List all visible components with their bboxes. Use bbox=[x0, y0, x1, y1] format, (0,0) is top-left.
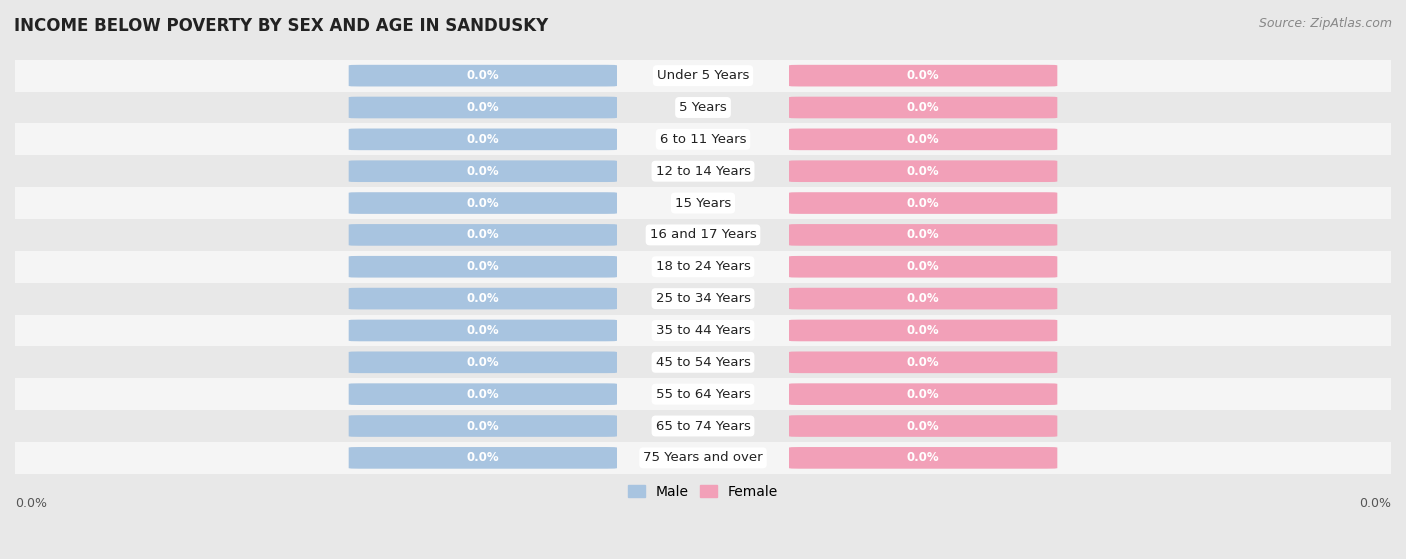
Text: 0.0%: 0.0% bbox=[907, 356, 939, 369]
Text: 0.0%: 0.0% bbox=[467, 260, 499, 273]
FancyBboxPatch shape bbox=[349, 97, 617, 119]
Text: 0.0%: 0.0% bbox=[467, 133, 499, 146]
Text: 5 Years: 5 Years bbox=[679, 101, 727, 114]
Text: 0.0%: 0.0% bbox=[907, 133, 939, 146]
FancyBboxPatch shape bbox=[789, 415, 1057, 437]
Text: 75 Years and over: 75 Years and over bbox=[643, 451, 763, 465]
FancyBboxPatch shape bbox=[349, 447, 617, 468]
FancyBboxPatch shape bbox=[789, 447, 1057, 468]
Text: 0.0%: 0.0% bbox=[907, 324, 939, 337]
FancyBboxPatch shape bbox=[789, 129, 1057, 150]
FancyBboxPatch shape bbox=[349, 352, 617, 373]
FancyBboxPatch shape bbox=[349, 65, 617, 87]
Text: 0.0%: 0.0% bbox=[907, 101, 939, 114]
FancyBboxPatch shape bbox=[789, 160, 1057, 182]
FancyBboxPatch shape bbox=[349, 256, 617, 278]
Bar bbox=[15, 315, 1391, 347]
Text: 45 to 54 Years: 45 to 54 Years bbox=[655, 356, 751, 369]
Text: 0.0%: 0.0% bbox=[907, 69, 939, 82]
Text: 18 to 24 Years: 18 to 24 Years bbox=[655, 260, 751, 273]
Bar bbox=[15, 347, 1391, 378]
Text: 0.0%: 0.0% bbox=[907, 197, 939, 210]
FancyBboxPatch shape bbox=[789, 65, 1057, 87]
Bar bbox=[15, 124, 1391, 155]
Text: 65 to 74 Years: 65 to 74 Years bbox=[655, 419, 751, 433]
Text: 0.0%: 0.0% bbox=[907, 292, 939, 305]
Text: INCOME BELOW POVERTY BY SEX AND AGE IN SANDUSKY: INCOME BELOW POVERTY BY SEX AND AGE IN S… bbox=[14, 17, 548, 35]
Bar bbox=[15, 410, 1391, 442]
Text: 0.0%: 0.0% bbox=[907, 229, 939, 241]
Text: 0.0%: 0.0% bbox=[467, 451, 499, 465]
FancyBboxPatch shape bbox=[349, 129, 617, 150]
FancyBboxPatch shape bbox=[349, 383, 617, 405]
Bar bbox=[15, 283, 1391, 315]
Text: 0.0%: 0.0% bbox=[907, 419, 939, 433]
Text: 6 to 11 Years: 6 to 11 Years bbox=[659, 133, 747, 146]
Text: 0.0%: 0.0% bbox=[15, 496, 46, 510]
Bar bbox=[15, 251, 1391, 283]
Text: 0.0%: 0.0% bbox=[467, 165, 499, 178]
Bar bbox=[15, 442, 1391, 474]
FancyBboxPatch shape bbox=[789, 256, 1057, 278]
FancyBboxPatch shape bbox=[789, 320, 1057, 342]
Text: 0.0%: 0.0% bbox=[907, 451, 939, 465]
Text: 0.0%: 0.0% bbox=[467, 69, 499, 82]
Text: 16 and 17 Years: 16 and 17 Years bbox=[650, 229, 756, 241]
Text: 0.0%: 0.0% bbox=[467, 356, 499, 369]
Text: 0.0%: 0.0% bbox=[467, 101, 499, 114]
Bar bbox=[15, 92, 1391, 124]
Text: 0.0%: 0.0% bbox=[907, 165, 939, 178]
Text: 25 to 34 Years: 25 to 34 Years bbox=[655, 292, 751, 305]
Bar bbox=[15, 155, 1391, 187]
FancyBboxPatch shape bbox=[349, 320, 617, 342]
Text: 15 Years: 15 Years bbox=[675, 197, 731, 210]
Text: 0.0%: 0.0% bbox=[467, 197, 499, 210]
Bar bbox=[15, 219, 1391, 251]
Text: 55 to 64 Years: 55 to 64 Years bbox=[655, 387, 751, 401]
FancyBboxPatch shape bbox=[789, 97, 1057, 119]
Text: 0.0%: 0.0% bbox=[907, 260, 939, 273]
FancyBboxPatch shape bbox=[349, 415, 617, 437]
FancyBboxPatch shape bbox=[789, 224, 1057, 246]
Bar bbox=[15, 60, 1391, 92]
Text: 0.0%: 0.0% bbox=[467, 229, 499, 241]
Text: Source: ZipAtlas.com: Source: ZipAtlas.com bbox=[1258, 17, 1392, 30]
Text: Under 5 Years: Under 5 Years bbox=[657, 69, 749, 82]
FancyBboxPatch shape bbox=[789, 192, 1057, 214]
FancyBboxPatch shape bbox=[789, 288, 1057, 310]
Text: 35 to 44 Years: 35 to 44 Years bbox=[655, 324, 751, 337]
Text: 0.0%: 0.0% bbox=[467, 387, 499, 401]
Text: 0.0%: 0.0% bbox=[467, 419, 499, 433]
FancyBboxPatch shape bbox=[349, 192, 617, 214]
Text: 0.0%: 0.0% bbox=[467, 292, 499, 305]
FancyBboxPatch shape bbox=[789, 383, 1057, 405]
FancyBboxPatch shape bbox=[349, 224, 617, 246]
Text: 12 to 14 Years: 12 to 14 Years bbox=[655, 165, 751, 178]
FancyBboxPatch shape bbox=[349, 160, 617, 182]
Legend: Male, Female: Male, Female bbox=[623, 479, 783, 504]
Bar bbox=[15, 378, 1391, 410]
FancyBboxPatch shape bbox=[789, 352, 1057, 373]
Text: 0.0%: 0.0% bbox=[907, 387, 939, 401]
FancyBboxPatch shape bbox=[349, 288, 617, 310]
Text: 0.0%: 0.0% bbox=[467, 324, 499, 337]
Text: 0.0%: 0.0% bbox=[1360, 496, 1391, 510]
Bar bbox=[15, 187, 1391, 219]
